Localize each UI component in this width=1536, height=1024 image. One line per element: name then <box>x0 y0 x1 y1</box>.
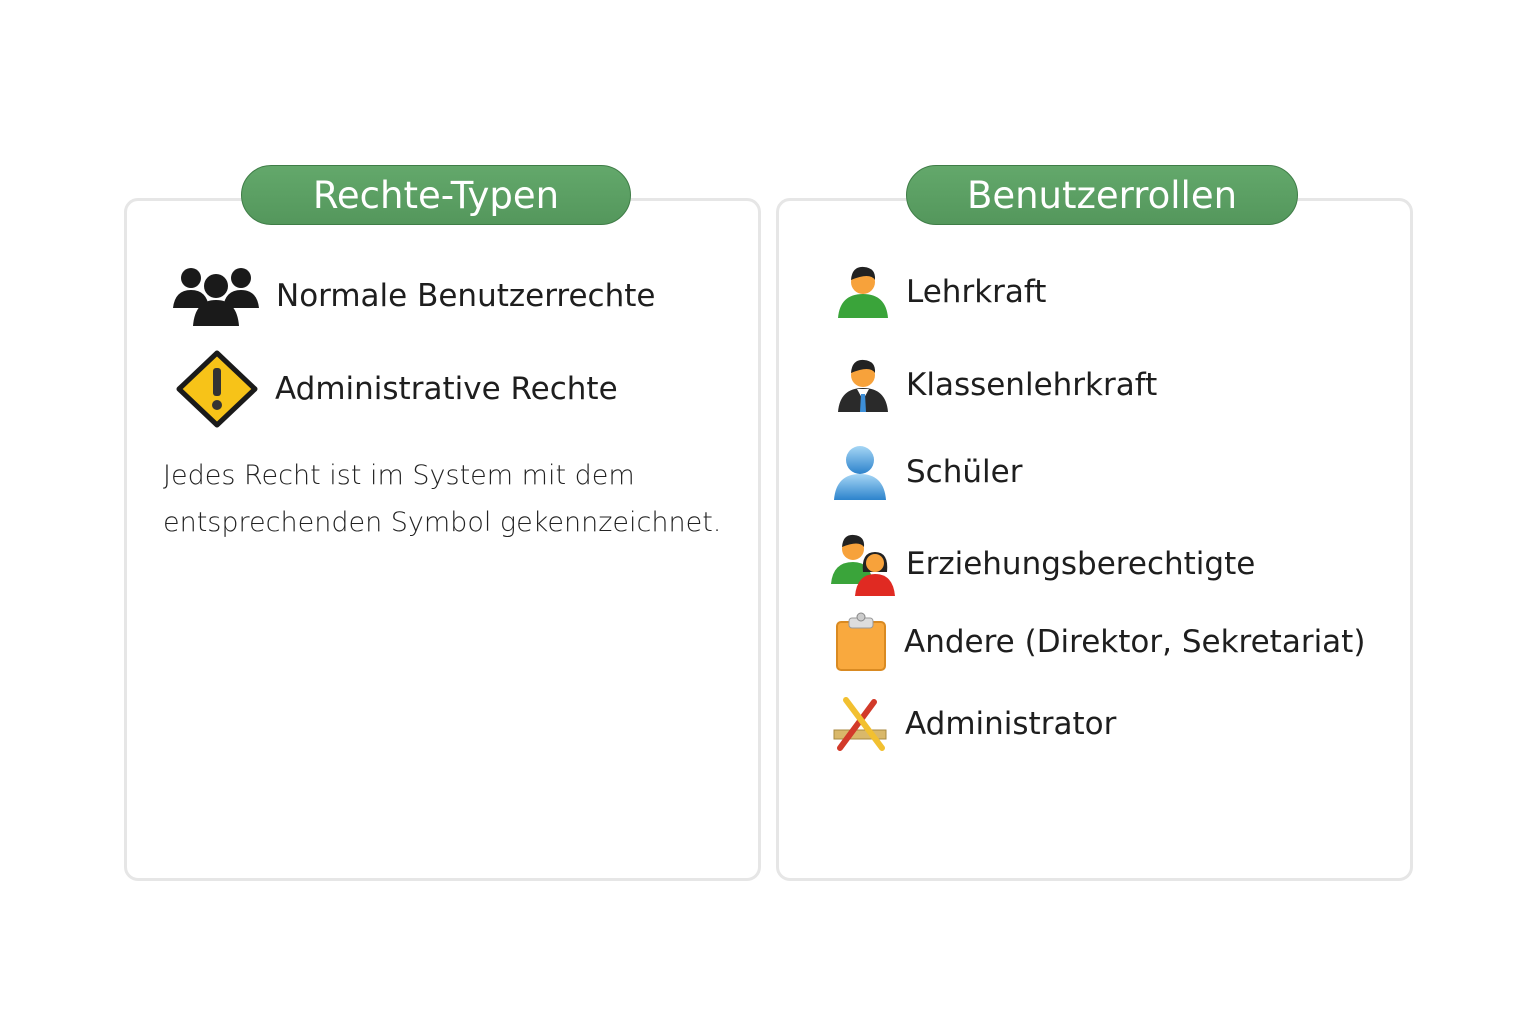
role-label: Erziehungsberechtigte <box>906 546 1256 582</box>
tools-icon <box>833 697 887 751</box>
warning-icon <box>176 350 258 428</box>
teacher-icon <box>838 266 888 318</box>
role-label: Lehrkraft <box>906 274 1047 310</box>
role-label: Administrator <box>905 706 1117 742</box>
rights-item-admin: Administrative Rechte <box>176 350 618 428</box>
role-label: Andere (Direktor, Sekretariat) <box>904 624 1366 660</box>
rights-types-header: Rechte-Typen <box>241 165 631 225</box>
clipboard-icon <box>836 612 886 671</box>
role-item-parents: Erziehungsberechtigte <box>831 532 1255 596</box>
role-label: Schüler <box>906 454 1023 490</box>
rights-note: Jedes Recht ist im System mit dem entspr… <box>163 460 722 538</box>
role-item-other: Andere (Direktor, Sekretariat) <box>835 612 1365 672</box>
rights-item-label: Normale Benutzerrechte <box>276 278 656 314</box>
role-item-student: Schüler <box>832 442 1022 502</box>
role-label: Klassenlehrkraft <box>906 367 1158 403</box>
user-roles-header: Benutzerrollen <box>906 165 1298 225</box>
parents-icon <box>831 534 895 596</box>
role-item-teacher: Lehrkraft <box>836 264 1046 320</box>
role-item-class-teacher: Klassenlehrkraft <box>836 356 1157 414</box>
rights-item-normal: Normale Benutzerrechte <box>173 264 655 328</box>
role-item-administrator: Administrator <box>832 696 1116 752</box>
rights-item-label: Administrative Rechte <box>275 371 618 407</box>
class-teacher-icon <box>838 359 888 412</box>
user-group-icon <box>173 268 259 326</box>
student-icon <box>834 446 886 500</box>
